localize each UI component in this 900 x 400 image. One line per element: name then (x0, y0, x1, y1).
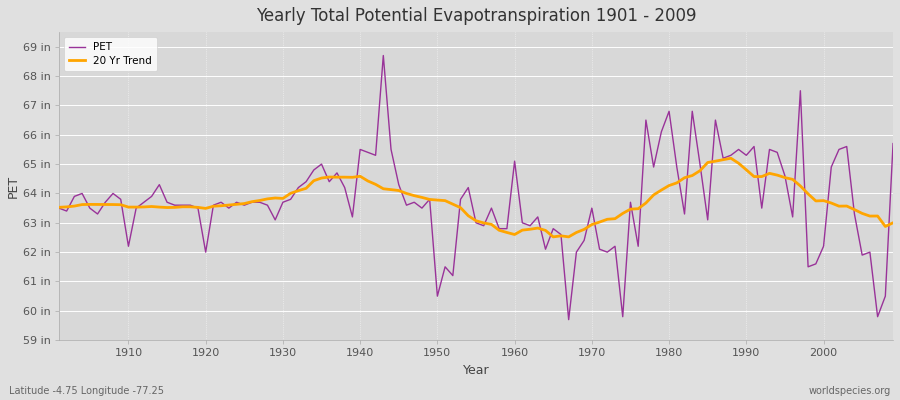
20 Yr Trend (331, 175, 342, 180)
20 Yr Trend (609, 216, 620, 221)
PET (509, 159, 520, 164)
PET (517, 220, 527, 225)
20 Yr Trend (501, 230, 512, 235)
X-axis label: Year: Year (463, 364, 490, 377)
PET (563, 317, 574, 322)
Text: Latitude -4.75 Longitude -77.25: Latitude -4.75 Longitude -77.25 (9, 386, 164, 396)
Line: PET: PET (58, 56, 893, 320)
PET (887, 141, 898, 146)
Line: 20 Yr Trend: 20 Yr Trend (58, 158, 893, 237)
20 Yr Trend (115, 202, 126, 207)
PET (285, 197, 296, 202)
PET (331, 170, 342, 175)
PET (115, 197, 126, 202)
Text: worldspecies.org: worldspecies.org (809, 386, 891, 396)
20 Yr Trend (285, 191, 296, 196)
20 Yr Trend (725, 156, 736, 161)
PET (53, 206, 64, 210)
Legend: PET, 20 Yr Trend: PET, 20 Yr Trend (64, 37, 158, 71)
20 Yr Trend (53, 205, 64, 210)
PET (378, 53, 389, 58)
Title: Yearly Total Potential Evapotranspiration 1901 - 2009: Yearly Total Potential Evapotranspiratio… (256, 7, 697, 25)
20 Yr Trend (887, 220, 898, 225)
20 Yr Trend (548, 234, 559, 239)
PET (617, 314, 628, 319)
Y-axis label: PET: PET (7, 174, 20, 198)
20 Yr Trend (509, 232, 520, 237)
